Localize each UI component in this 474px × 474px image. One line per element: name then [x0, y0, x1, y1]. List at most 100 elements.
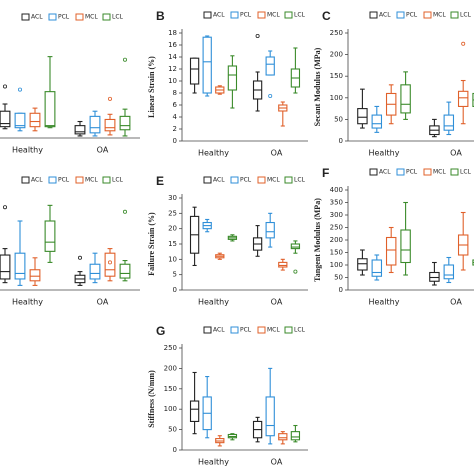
legend-swatch — [423, 168, 432, 176]
y-axis-label: Tangent Modulus (MPa) — [313, 198, 322, 282]
y-tick-label: 150 — [330, 72, 343, 80]
legend-swatch — [284, 176, 293, 184]
legend-label: ACL — [379, 169, 391, 176]
y-tick-label: 0 — [173, 446, 177, 454]
outlier — [123, 57, 128, 62]
box — [265, 221, 275, 239]
box — [104, 252, 116, 277]
y-tick-label: 4 — [173, 113, 178, 121]
y-tick-label: 100 — [330, 94, 343, 102]
y-tick-label: 20 — [168, 225, 177, 233]
box — [189, 57, 200, 85]
box — [385, 236, 397, 266]
legend-swatch — [203, 326, 212, 334]
box — [189, 400, 200, 422]
legend-swatch — [423, 11, 432, 19]
outlier — [123, 209, 128, 214]
y-tick-label: 15 — [168, 240, 177, 248]
legend-label: LCL — [112, 177, 124, 184]
y-tick-label: 50 — [168, 426, 177, 434]
legend-swatch — [284, 326, 293, 334]
legend-swatch — [230, 326, 239, 334]
box — [429, 271, 440, 282]
y-tick-label: 300 — [330, 211, 343, 219]
x-tick-label: OA — [271, 458, 283, 467]
x-tick-label: Healthy — [12, 298, 43, 307]
outlier — [3, 205, 8, 210]
y-tick-label: 0 — [173, 286, 177, 294]
legend-label: LCL — [112, 14, 124, 21]
legend-label: ACL — [379, 12, 391, 19]
box — [371, 259, 383, 277]
box — [457, 90, 469, 107]
box — [227, 65, 238, 91]
panel-letter: G — [156, 324, 165, 338]
legend-swatch — [48, 176, 57, 184]
legend-label: PCL — [58, 14, 70, 21]
y-tick-label: 5 — [173, 271, 177, 279]
legend-swatch — [75, 13, 84, 21]
legend-swatch — [396, 168, 405, 176]
box — [265, 56, 275, 76]
box — [0, 110, 11, 128]
legend-swatch — [396, 11, 405, 19]
y-tick-label: 250 — [330, 224, 343, 232]
legend-label: LCL — [294, 12, 306, 19]
legend-label: MCL — [433, 169, 446, 176]
legend-label: PCL — [406, 169, 418, 176]
legend-label: LCL — [460, 169, 472, 176]
outlier — [461, 41, 466, 46]
box — [89, 115, 101, 134]
legend-swatch — [450, 168, 459, 176]
box — [290, 243, 301, 250]
box — [290, 431, 301, 441]
box — [0, 254, 11, 280]
box — [278, 261, 288, 268]
x-tick-label: OA — [271, 149, 283, 158]
legend-swatch — [203, 11, 212, 19]
legend-label: MCL — [433, 12, 446, 19]
legend-swatch — [48, 13, 57, 21]
legend-swatch — [450, 11, 459, 19]
legend-swatch — [369, 168, 378, 176]
y-tick-label: 200 — [330, 236, 343, 244]
y-tick-label: 16 — [168, 41, 177, 49]
x-tick-label: OA — [271, 298, 283, 307]
x-tick-label: Healthy — [198, 149, 229, 158]
box — [371, 114, 383, 129]
x-tick-label: OA — [97, 298, 109, 307]
y-tick-label: 8 — [173, 89, 177, 97]
box — [119, 263, 131, 279]
x-tick-label: Healthy — [198, 458, 229, 467]
legend-label: PCL — [58, 177, 70, 184]
legend-swatch — [21, 176, 30, 184]
box — [89, 263, 101, 280]
box — [400, 84, 411, 114]
legend-swatch — [21, 13, 30, 21]
y-tick-label: 50 — [334, 115, 343, 123]
legend-label: PCL — [240, 327, 252, 334]
legend-swatch — [203, 176, 212, 184]
y-tick-label: 50 — [334, 274, 343, 282]
legend-swatch — [102, 176, 111, 184]
y-tick-label: 30 — [168, 194, 177, 202]
outlier — [78, 255, 83, 260]
legend-label: PCL — [240, 12, 252, 19]
box — [119, 115, 131, 131]
legend-label: ACL — [31, 177, 43, 184]
legend-label: MCL — [85, 14, 98, 21]
legend-label: PCL — [240, 177, 252, 184]
outlier — [108, 260, 113, 265]
y-tick-label: 0 — [339, 286, 343, 294]
y-tick-label: 2 — [173, 125, 177, 133]
legend-label: ACL — [213, 12, 225, 19]
box — [400, 229, 411, 264]
y-tick-label: 400 — [330, 186, 343, 194]
box — [357, 258, 368, 271]
box — [44, 91, 56, 128]
legend-swatch — [75, 176, 84, 184]
outlier — [293, 269, 298, 274]
legend-swatch — [369, 11, 378, 19]
legend-label: MCL — [267, 12, 280, 19]
